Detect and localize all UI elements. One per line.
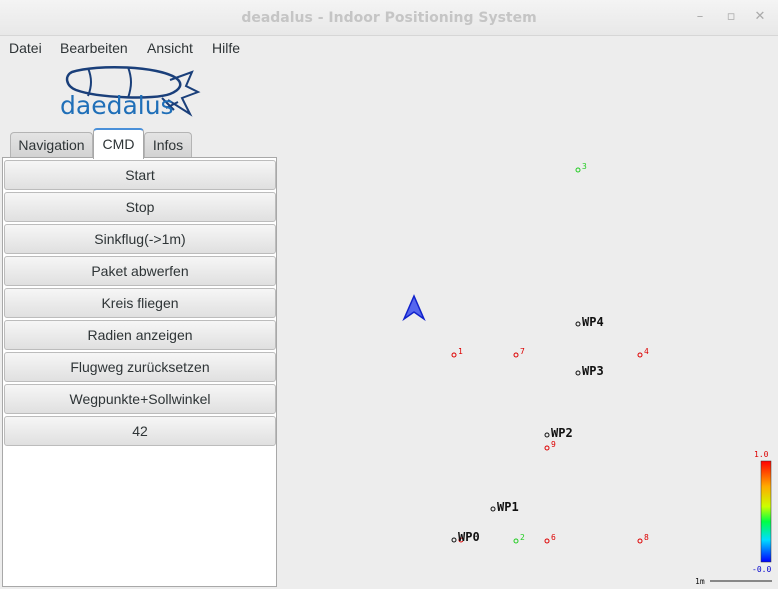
svg-text:WP2: WP2 (551, 426, 573, 440)
beacon-7: 7 (513, 347, 525, 358)
svg-text:1: 1 (458, 347, 463, 356)
maximize-icon[interactable]: ▫ (726, 9, 736, 24)
tab-navigation[interactable]: Navigation (10, 132, 93, 158)
svg-text:9: 9 (551, 440, 556, 449)
beacon-1: 1 (451, 347, 463, 358)
svg-text:4: 4 (644, 347, 649, 356)
beacon-2: 2 (513, 533, 525, 544)
logo-text: daedalus (60, 91, 174, 120)
tab-infos[interactable]: Infos (144, 132, 192, 158)
colorbar-min-label: -0.0 (752, 565, 771, 574)
menu-ansicht[interactable]: Ansicht (147, 40, 193, 56)
beacon-3: 3 (575, 162, 587, 173)
menu-bar: Datei Bearbeiten Ansicht Hilfe (0, 36, 778, 60)
position-arrow-icon (402, 294, 426, 322)
colorbar-max-label: 1.0 (754, 450, 769, 459)
scale-label: 1m (695, 577, 705, 586)
beacon-6: 6 (544, 533, 556, 544)
window-title: deadalus - Indoor Positioning System (241, 10, 537, 26)
daedalus-logo: daedalus (60, 65, 201, 120)
radien-anzeigen-button[interactable]: Radien anzeigen (4, 320, 276, 350)
cmd-panel: Start Stop Sinkflug(->1m) Paket abwerfen… (2, 157, 277, 587)
svg-text:8: 8 (644, 533, 649, 542)
sinkflug-button[interactable]: Sinkflug(->1m) (4, 224, 276, 254)
svg-text:WP1: WP1 (497, 500, 519, 514)
stop-button[interactable]: Stop (4, 192, 276, 222)
svg-text:6: 6 (551, 533, 556, 542)
beacon-8: 8 (637, 533, 649, 544)
svg-text:WP4: WP4 (582, 315, 604, 329)
beacon-9: 9 (544, 440, 556, 451)
title-bar: deadalus - Indoor Positioning System – ▫… (0, 0, 778, 36)
wegpunkte-sollwinkel-button[interactable]: Wegpunkte+Sollwinkel (4, 384, 276, 414)
kreis-fliegen-button[interactable]: Kreis fliegen (4, 288, 276, 318)
waypoint-wp3: WP3 (575, 364, 604, 378)
svg-text:WP0: WP0 (458, 530, 480, 544)
start-button[interactable]: Start (4, 160, 276, 190)
svg-text:2: 2 (520, 533, 525, 542)
waypoint-wp0: WP0 (451, 530, 480, 544)
svg-text:3: 3 (582, 162, 587, 171)
waypoint-wp4: WP4 (575, 315, 604, 329)
svg-text:WP3: WP3 (582, 364, 604, 378)
menu-hilfe[interactable]: Hilfe (212, 40, 241, 56)
waypoint-wp1: WP1 (490, 500, 519, 514)
svg-text:7: 7 (520, 347, 525, 356)
scale-bar: 1m (695, 577, 772, 586)
color-bar: 1.0 -0.0 (752, 450, 771, 574)
beacon-4: 4 (637, 347, 649, 358)
menu-datei[interactable]: Datei (9, 40, 42, 56)
paket-abwerfen-button[interactable]: Paket abwerfen (4, 256, 276, 286)
minimize-icon[interactable]: – (696, 9, 704, 24)
flugweg-zuruecksetzen-button[interactable]: Flugweg zurücksetzen (4, 352, 276, 382)
button-42[interactable]: 42 (4, 416, 276, 446)
map-canvas[interactable]: 1 7 4 3 9 2 6 8 WP4 WP3 WP2 WP1 (278, 60, 778, 589)
close-icon[interactable]: ✕ (754, 9, 766, 24)
tab-cmd[interactable]: CMD (93, 128, 144, 159)
menu-bearbeiten[interactable]: Bearbeiten (60, 40, 128, 56)
waypoint-wp2: WP2 (544, 426, 573, 440)
